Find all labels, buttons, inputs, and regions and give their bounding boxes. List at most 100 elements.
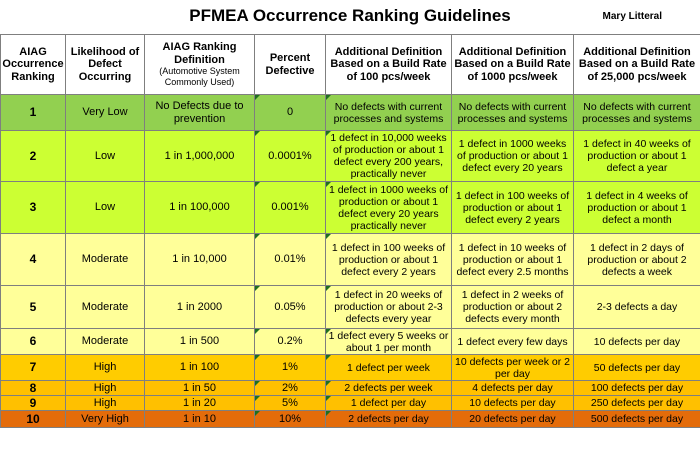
def-25000-cell[interactable]: No defects with current processes and sy… bbox=[573, 94, 700, 131]
likelihood-cell[interactable]: Moderate bbox=[65, 285, 145, 329]
def-1000-cell[interactable]: 1 defect in 10 weeks of production or ab… bbox=[451, 233, 574, 286]
percent-cell[interactable]: 1% bbox=[254, 354, 326, 381]
percent-cell[interactable]: 2% bbox=[254, 380, 326, 396]
rank-cell[interactable]: 3 bbox=[0, 181, 66, 234]
header-likelihood[interactable]: Likelihood of Defect Occurring bbox=[65, 34, 145, 95]
percent-cell[interactable]: 0.001% bbox=[254, 181, 326, 234]
def-25000-cell[interactable]: 2-3 defects a day bbox=[573, 285, 700, 329]
likelihood-cell[interactable]: Low bbox=[65, 130, 145, 182]
def-1000-cell[interactable]: 4 defects per day bbox=[451, 380, 574, 396]
def-25000-cell-text: 100 defects per day bbox=[590, 382, 684, 394]
likelihood-cell[interactable]: Moderate bbox=[65, 328, 145, 355]
rank-cell[interactable]: 2 bbox=[0, 130, 66, 182]
def-25000-cell-text: 1 defect in 4 weeks of production or abo… bbox=[586, 189, 688, 226]
percent-cell-text: 0.01% bbox=[274, 253, 306, 266]
def-1000-cell[interactable]: 1 defect in 100 weeks of production or a… bbox=[451, 181, 574, 234]
percent-cell[interactable]: 5% bbox=[254, 395, 326, 411]
rank-cell[interactable]: 1 bbox=[0, 94, 66, 131]
header-aiag-definition[interactable]: AIAG Ranking Definition (Automotive Syst… bbox=[144, 34, 255, 95]
def-25000-cell[interactable]: 500 defects per day bbox=[573, 410, 700, 428]
likelihood-cell[interactable]: High bbox=[65, 395, 145, 411]
comment-indicator-icon bbox=[326, 381, 331, 386]
comment-indicator-icon bbox=[255, 396, 260, 401]
rank-cell[interactable]: 6 bbox=[0, 328, 66, 355]
definition-cell[interactable]: 1 in 100,000 bbox=[144, 181, 255, 234]
def-25000-cell[interactable]: 1 defect in 2 days of production or abou… bbox=[573, 233, 700, 286]
def-100-cell[interactable]: 1 defect in 1000 weeks of production or … bbox=[325, 181, 452, 234]
rank-cell[interactable]: 9 bbox=[0, 395, 66, 411]
comment-indicator-icon bbox=[326, 131, 331, 136]
likelihood-cell[interactable]: High bbox=[65, 354, 145, 381]
def-100-cell-text: 1 defect per week bbox=[347, 361, 430, 374]
def-100-cell[interactable]: 1 defect in 100 weeks of production or a… bbox=[325, 233, 452, 286]
definition-cell[interactable]: 1 in 100 bbox=[144, 354, 255, 381]
table-row: 3 Low 1 in 100,000 0.001% 1 defect in 1000 w… bbox=[0, 181, 700, 234]
def-100-cell[interactable]: 1 defect in 20 weeks of production or ab… bbox=[325, 285, 452, 329]
def-100-cell[interactable]: 1 defect per week bbox=[325, 354, 452, 381]
def-100-cell[interactable]: 1 defect every 5 weeks or about 1 per mo… bbox=[325, 328, 452, 355]
def-1000-cell-text: 4 defects per day bbox=[472, 382, 553, 394]
likelihood-cell[interactable]: Very Low bbox=[65, 94, 145, 131]
percent-cell[interactable]: 0.0001% bbox=[254, 130, 326, 182]
def-1000-cell[interactable]: No defects with current processes and sy… bbox=[451, 94, 574, 131]
likelihood-cell-text: High bbox=[93, 381, 117, 394]
percent-cell[interactable]: 0.01% bbox=[254, 233, 326, 286]
def-1000-cell[interactable]: 10 defects per day bbox=[451, 395, 574, 411]
percent-cell[interactable]: 0.2% bbox=[254, 328, 326, 355]
rank-cell-text: 8 bbox=[29, 380, 37, 395]
definition-cell[interactable]: 1 in 10,000 bbox=[144, 233, 255, 286]
def-100-cell[interactable]: 1 defect per day bbox=[325, 395, 452, 411]
def-100-cell[interactable]: 2 defects per day bbox=[325, 410, 452, 428]
def-1000-cell[interactable]: 1 defect in 2 weeks of production or abo… bbox=[451, 285, 574, 329]
def-1000-cell[interactable]: 1 defect every few days bbox=[451, 328, 574, 355]
likelihood-cell[interactable]: Low bbox=[65, 181, 145, 234]
likelihood-cell[interactable]: High bbox=[65, 380, 145, 396]
def-1000-cell-text: 10 defects per day bbox=[469, 397, 556, 409]
rank-cell-text: 1 bbox=[29, 105, 37, 120]
definition-cell[interactable]: 1 in 20 bbox=[144, 395, 255, 411]
rank-cell[interactable]: 10 bbox=[0, 410, 66, 428]
definition-cell[interactable]: 1 in 10 bbox=[144, 410, 255, 428]
def-100-cell[interactable]: 1 defect in 10,000 weeks of production o… bbox=[325, 130, 452, 182]
rank-cell[interactable]: 4 bbox=[0, 233, 66, 286]
definition-cell[interactable]: 1 in 2000 bbox=[144, 285, 255, 329]
def-25000-cell[interactable]: 1 defect in 40 weeks of production or ab… bbox=[573, 130, 700, 182]
definition-cell[interactable]: 1 in 50 bbox=[144, 380, 255, 396]
definition-cell[interactable]: 1 in 1,000,000 bbox=[144, 130, 255, 182]
percent-cell[interactable]: 0 bbox=[254, 94, 326, 131]
rank-cell-text: 7 bbox=[29, 360, 37, 375]
def-25000-cell-text: 50 defects per day bbox=[593, 361, 681, 374]
def-1000-cell-text: 1 defect in 100 weeks of production or a… bbox=[455, 189, 570, 226]
definition-cell[interactable]: 1 in 500 bbox=[144, 328, 255, 355]
likelihood-cell[interactable]: Moderate bbox=[65, 233, 145, 286]
header-percent[interactable]: Percent Defective bbox=[254, 34, 326, 95]
header-def-25000[interactable]: Additional Definition Based on a Build R… bbox=[573, 34, 700, 95]
definition-cell[interactable]: No Defects due to prevention bbox=[144, 94, 255, 131]
percent-cell[interactable]: 10% bbox=[254, 410, 326, 428]
likelihood-cell-text: Low bbox=[94, 201, 116, 214]
def-100-cell[interactable]: No defects with current processes and sy… bbox=[325, 94, 452, 131]
def-100-cell-text: 2 defects per week bbox=[344, 382, 433, 394]
rank-cell[interactable]: 5 bbox=[0, 285, 66, 329]
definition-cell-text: 1 in 100 bbox=[179, 361, 220, 374]
header-rank[interactable]: AIAG Occurrence Ranking bbox=[0, 34, 66, 95]
percent-cell[interactable]: 0.05% bbox=[254, 285, 326, 329]
rank-cell[interactable]: 7 bbox=[0, 354, 66, 381]
header-def-1000[interactable]: Additional Definition Based on a Build R… bbox=[451, 34, 574, 95]
def-1000-cell-text: 1 defect in 1000 weeks of production or … bbox=[457, 138, 568, 174]
def-25000-cell[interactable]: 100 defects per day bbox=[573, 380, 700, 396]
header-def-100[interactable]: Additional Definition Based on a Build R… bbox=[325, 34, 452, 95]
def-25000-cell[interactable]: 1 defect in 4 weeks of production or abo… bbox=[573, 181, 700, 234]
table-row: 8 High 1 in 50 2% 2 defects per week 4 defect… bbox=[0, 380, 700, 396]
rank-cell[interactable]: 8 bbox=[0, 380, 66, 396]
comment-indicator-icon bbox=[255, 131, 260, 136]
likelihood-cell[interactable]: Very High bbox=[65, 410, 145, 428]
def-1000-cell[interactable]: 20 defects per day bbox=[451, 410, 574, 428]
def-100-cell[interactable]: 2 defects per week bbox=[325, 380, 452, 396]
def-1000-cell-text: 20 defects per day bbox=[469, 413, 556, 425]
def-25000-cell[interactable]: 250 defects per day bbox=[573, 395, 700, 411]
def-1000-cell[interactable]: 10 defects per week or 2 per day bbox=[451, 354, 574, 381]
def-25000-cell[interactable]: 50 defects per day bbox=[573, 354, 700, 381]
def-25000-cell[interactable]: 10 defects per day bbox=[573, 328, 700, 355]
def-1000-cell[interactable]: 1 defect in 1000 weeks of production or … bbox=[451, 130, 574, 182]
